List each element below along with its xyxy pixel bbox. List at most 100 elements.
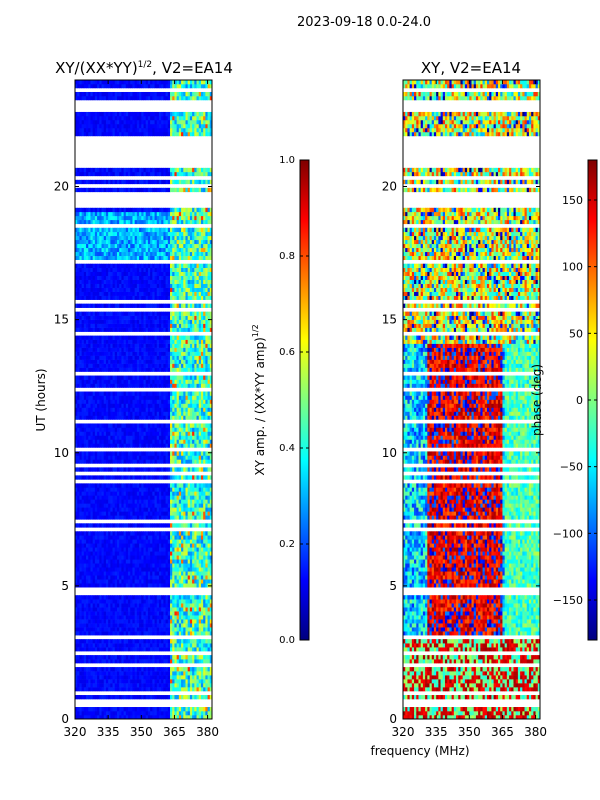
amplitude-cell [174, 655, 178, 660]
amplitude-cell [92, 515, 96, 520]
amplitude-cell [183, 355, 186, 360]
amplitude-cell [97, 439, 100, 444]
amplitude-cell [139, 675, 142, 680]
amplitude-cell [114, 323, 118, 328]
amplitude-cell [130, 603, 133, 608]
amplitude-cell [92, 411, 96, 416]
amplitude-cell [103, 383, 107, 388]
amplitude-cell [205, 351, 208, 356]
amplitude-cell [132, 383, 136, 388]
amplitude-cell [189, 603, 193, 608]
amplitude-cell [88, 715, 91, 719]
amplitude-cell [207, 443, 211, 448]
amplitude-cell [156, 439, 160, 444]
amplitude-cell [172, 607, 175, 612]
amplitude-cell [77, 627, 80, 632]
amplitude-cell [128, 507, 131, 512]
amplitude-cell [136, 555, 140, 560]
amplitude-cell [121, 539, 125, 544]
amplitude-cell [99, 347, 102, 352]
amplitude-cell [194, 391, 197, 396]
amplitude-cell [147, 539, 151, 544]
amplitude-cell [185, 495, 189, 500]
amplitude-cell [130, 367, 133, 372]
amplitude-cell [134, 495, 138, 500]
amplitude-cell [161, 675, 164, 680]
amplitude-cell [88, 655, 91, 660]
amplitude-cell [123, 499, 127, 504]
amplitude-cell [181, 623, 184, 628]
amplitude-cell [152, 599, 155, 604]
amplitude-cell [121, 647, 125, 652]
amplitude-cell [134, 655, 138, 660]
amplitude-cell [103, 323, 107, 328]
amplitude-cell [143, 695, 147, 700]
amplitude-cell [79, 523, 83, 528]
amplitude-cell [200, 687, 204, 692]
amplitude-cell [130, 687, 133, 692]
amplitude-cell [161, 539, 164, 544]
amplitude-cell [156, 551, 160, 556]
amplitude-cell [165, 459, 169, 464]
amplitude-cell [94, 531, 98, 536]
amplitude-cell [123, 363, 127, 368]
amplitude-cell [132, 547, 136, 552]
amplitude-cell [136, 327, 140, 332]
amplitude-cell [167, 391, 171, 396]
amplitude-cell [150, 695, 153, 700]
amplitude-cell [152, 539, 155, 544]
amplitude-cell [156, 687, 160, 692]
amplitude-cell [192, 679, 195, 684]
amplitude-cell [130, 579, 133, 584]
amplitude-cell [108, 495, 111, 500]
amplitude-cell [86, 383, 89, 388]
amplitude-cell [163, 515, 166, 520]
amplitude-cell [101, 487, 105, 492]
amplitude-cell [203, 599, 206, 604]
amplitude-cell [101, 607, 105, 612]
amplitude-cell [176, 375, 180, 380]
amplitude-cell [176, 531, 180, 536]
amplitude-cell [88, 631, 91, 636]
amplitude-cell [198, 455, 202, 460]
amplitude-cell [110, 639, 113, 644]
amplitude-cell [90, 583, 94, 588]
amplitude-cell [97, 595, 100, 600]
amplitude-cell [125, 615, 129, 620]
amplitude-cell [174, 639, 178, 644]
amplitude-cell [99, 603, 102, 608]
amplitude-cell [167, 483, 171, 488]
amplitude-cell [200, 619, 204, 624]
amplitude-cell [123, 351, 127, 356]
amplitude-cell [194, 483, 197, 488]
amplitude-cell [209, 451, 212, 456]
amplitude-cell [139, 639, 142, 644]
amplitude-cell [187, 563, 191, 568]
amplitude-cell [192, 547, 195, 552]
amplitude-cell [134, 439, 138, 444]
amplitude-cell [94, 603, 98, 608]
amplitude-cell [139, 707, 142, 712]
amplitude-cell [176, 511, 180, 516]
amplitude-cell [116, 379, 120, 384]
amplitude-cell [75, 439, 78, 444]
amplitude-cell [207, 627, 211, 632]
amplitude-cell [176, 627, 180, 632]
amplitude-cell [205, 443, 208, 448]
amplitude-cell [150, 507, 153, 512]
amplitude-cell [163, 483, 166, 488]
amplitude-cell [200, 547, 204, 552]
amplitude-cell [110, 435, 113, 440]
amplitude-cell [192, 407, 195, 412]
amplitude-cell [125, 499, 129, 504]
amplitude-cell [92, 571, 96, 576]
amplitude-cell [97, 431, 100, 436]
amplitude-cell [136, 599, 140, 604]
amplitude-cell [187, 655, 191, 660]
amplitude-cell [161, 555, 164, 560]
amplitude-cell [99, 487, 102, 492]
amplitude-cell [170, 555, 173, 560]
amplitude-cell [189, 407, 193, 412]
amplitude-cell [192, 423, 195, 428]
amplitude-cell [198, 415, 202, 420]
